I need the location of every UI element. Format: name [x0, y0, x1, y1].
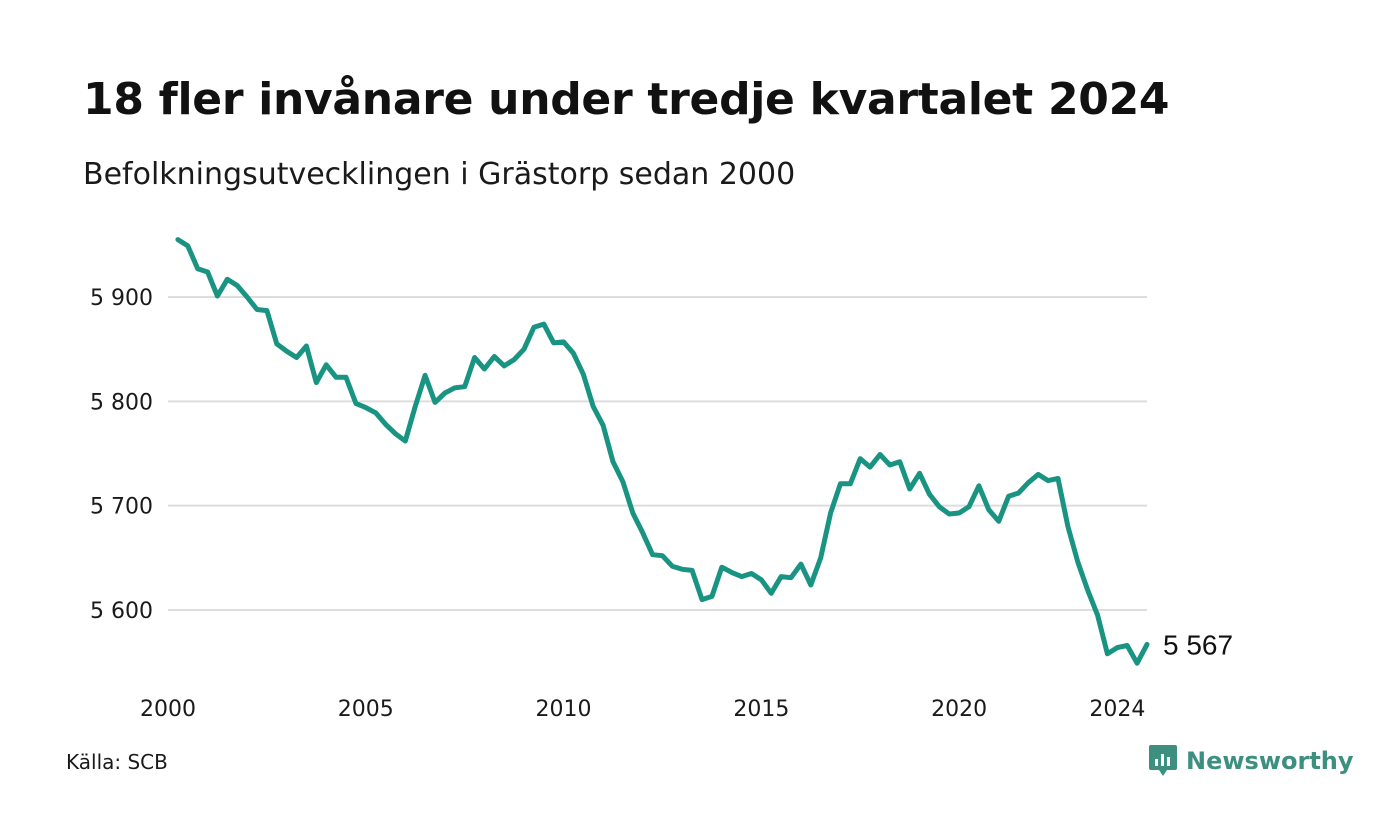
- series-line: [175, 237, 1150, 666]
- x-tick-label: 2010: [536, 697, 592, 722]
- y-tick-label: 5 900: [90, 286, 153, 311]
- y-tick-label: 5 600: [90, 599, 153, 624]
- chart-title: 18 fler invånare under tredje kvartalet …: [83, 74, 1170, 125]
- source-note: Källa: SCB: [66, 750, 168, 774]
- x-tick-label: 2005: [338, 697, 394, 722]
- brand-logo[interactable]: Newsworthy: [1148, 744, 1354, 778]
- x-tick-label: 2000: [140, 697, 196, 722]
- newsworthy-logo-icon: [1149, 745, 1177, 776]
- y-tick-label: 5 800: [90, 390, 153, 415]
- x-tick-label: 2015: [733, 697, 789, 722]
- y-tick-label: 5 700: [90, 495, 153, 520]
- grid-lines: [168, 296, 1147, 611]
- x-axis-ticks: 2000 2005 2010 2015 2020 2024: [140, 697, 1145, 722]
- y-axis-ticks: 5 600 5 700 5 800 5 900: [90, 286, 153, 624]
- series-layer: [175, 237, 1150, 666]
- end-value-label: 5 567: [1163, 629, 1233, 660]
- x-tick-label: 2020: [931, 697, 987, 722]
- x-tick-label: 2024: [1089, 697, 1145, 722]
- brand-name: Newsworthy: [1186, 747, 1354, 775]
- chart-subtitle: Befolkningsutvecklingen i Grästorp sedan…: [83, 157, 796, 192]
